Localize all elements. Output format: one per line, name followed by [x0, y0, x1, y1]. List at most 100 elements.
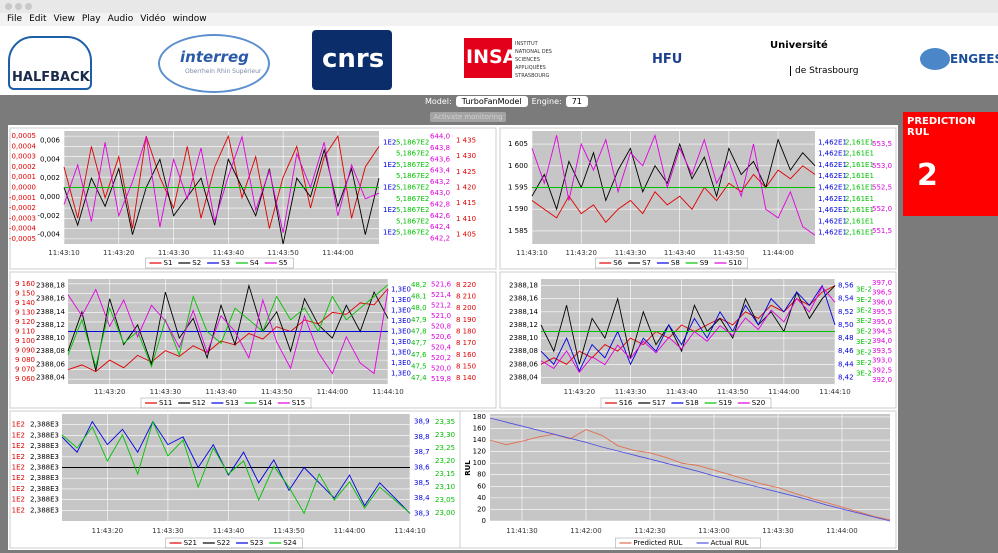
y-tick-label: 2,388E3: [30, 464, 59, 472]
x-tick-label: 11:43:00: [698, 527, 729, 535]
hfu-text: HFU: [652, 52, 683, 67]
y-tick-label: 1 405: [456, 231, 476, 239]
y-tick-label: 47,9: [411, 316, 427, 324]
y-tick-label: 2,388E3: [30, 421, 59, 429]
y-tick-label: 9 070: [15, 366, 35, 374]
y-tick-label: 396,0: [872, 298, 892, 306]
y-tick-label: 394,5: [872, 328, 892, 336]
y-tick-label: 2,388E3: [30, 485, 59, 493]
y-tick-label: 47,8: [411, 328, 427, 336]
y-tick-label: 38,9: [414, 418, 430, 426]
y-tick-label: 1E2: [383, 184, 396, 192]
y-tick-label: 1,462E1: [818, 138, 847, 146]
y-tick-label: 1,3E0: [391, 349, 411, 357]
y-tick-label: 2388,18: [36, 282, 65, 290]
x-tick-label: 11:43:20: [564, 388, 595, 396]
plot-area: [490, 414, 890, 521]
y-tick-label: 8,42: [838, 373, 854, 381]
menu-item[interactable]: window: [172, 14, 207, 24]
y-tick-label: 47,5: [411, 363, 427, 371]
y-tick-label: 3E-2: [856, 296, 872, 304]
series-line: [540, 285, 836, 365]
y-tick-label: 1 430: [456, 152, 476, 160]
y-tick-label: 1 605: [508, 140, 528, 148]
menu-item[interactable]: Edit: [29, 14, 47, 24]
y-tick-label: 80: [477, 471, 486, 479]
y-tick-label: 5,1867E2: [396, 150, 429, 158]
y-tick-label: 8 200: [456, 304, 476, 312]
legend-label: S22: [217, 539, 230, 547]
y-tick-label: 2388,06: [509, 360, 538, 368]
y-tick-label: 40: [477, 494, 486, 502]
menu-item[interactable]: File: [7, 14, 23, 24]
y-tick-label: 20: [477, 505, 486, 513]
y-tick-label: 0,006: [40, 136, 61, 144]
x-tick-label: 11:43:10: [48, 249, 79, 257]
y-tick-label: 1,462E1: [818, 229, 847, 237]
series-line: [531, 138, 816, 211]
legend-label: S12: [192, 399, 205, 407]
menu-item[interactable]: Vidéo: [140, 14, 166, 24]
y-tick-label: 521,6: [431, 280, 452, 288]
y-tick-label: 1E2: [383, 138, 396, 146]
y-tick-label: 8,48: [838, 334, 854, 342]
model-select[interactable]: TurboFanModel: [455, 96, 528, 107]
y-tick-label: 48,0: [411, 304, 427, 312]
y-tick-label: 1 435: [456, 136, 476, 144]
y-tick-label: 9 130: [15, 308, 35, 316]
legend-box: [140, 397, 312, 409]
activate-button[interactable]: Activate monitoring: [430, 112, 506, 122]
menu-item[interactable]: View: [53, 14, 75, 24]
x-tick-label: 11:43:40: [664, 249, 695, 257]
y-tick-label: 8,54: [838, 295, 854, 303]
y-tick-label: 23,05: [435, 496, 455, 504]
y-tick-label: 1 585: [508, 227, 528, 235]
y-tick-label: 2388,04: [509, 373, 538, 381]
y-tick-label: 9 120: [15, 318, 35, 326]
y-tick-label: 551,5: [872, 227, 892, 235]
x-tick-label: 11:43:40: [666, 388, 697, 396]
y-tick-label: 1,462E1: [818, 150, 847, 158]
y-tick-label: 2388,12: [36, 321, 65, 329]
y-tick-label: 0,0005: [12, 132, 37, 140]
y-tick-label: 519,8: [431, 375, 451, 383]
x-tick-label: 11:43:20: [92, 527, 123, 535]
y-tick-label: 1 595: [508, 184, 528, 192]
title-bar: [0, 0, 998, 13]
y-tick-label: 9 110: [15, 328, 35, 336]
series-line: [531, 133, 816, 236]
halfback-text: HALFBACK: [12, 70, 90, 85]
x-tick-label: 11:44:00: [762, 249, 793, 257]
legend-label: S18: [685, 399, 698, 407]
menu-item[interactable]: Play: [81, 14, 101, 24]
unistra-text: Université: [770, 40, 828, 51]
x-tick-label: 11:42:00: [570, 527, 601, 535]
y-tick-label: 2,388E3: [30, 496, 59, 504]
y-tick-label: 1E2: [12, 464, 25, 472]
y-tick-label: 1,462E1: [818, 184, 847, 192]
legend-label: S2: [192, 259, 201, 267]
y-tick-label: 23,10: [435, 483, 455, 491]
y-tick-label: -0,0004: [9, 225, 37, 233]
y-tick-label: 3E-2: [856, 286, 872, 294]
y-tick-label: 1,462E1: [818, 195, 847, 203]
y-tick-label: 1E2: [383, 229, 396, 237]
series-line: [489, 417, 891, 522]
y-tick-label: 643,2: [430, 178, 450, 186]
y-tick-label: 180: [473, 413, 486, 421]
y-tick-label: 2388,14: [509, 308, 538, 316]
menu-item[interactable]: Audio: [107, 14, 134, 24]
y-tick-label: 644,0: [430, 133, 450, 141]
y-tick-label: 1,3E0: [391, 286, 411, 294]
x-tick-label: 11:43:50: [713, 249, 744, 257]
legend-label: S6: [613, 259, 622, 267]
legend-label: S16: [619, 399, 633, 407]
legend-label: S3: [221, 259, 230, 267]
legend-label: S1: [164, 259, 173, 267]
legend-label: S11: [159, 399, 172, 407]
y-tick-label: 23,25: [435, 444, 455, 452]
x-tick-label: 11:42:30: [634, 527, 665, 535]
y-tick-label: 397,0: [872, 279, 892, 287]
legend-box: [165, 537, 303, 549]
engine-select[interactable]: 71: [565, 96, 588, 107]
